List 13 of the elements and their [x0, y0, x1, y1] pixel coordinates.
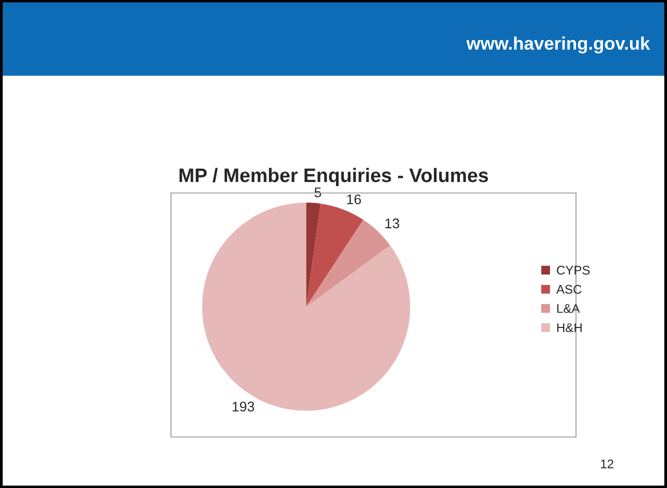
legend-label: H&H: [557, 323, 582, 332]
text: www.havering.gov.uk: [466, 36, 650, 54]
legend-label: L&A: [557, 304, 580, 313]
data-label: 193: [232, 402, 254, 412]
data-label: 16: [347, 194, 361, 204]
legend-label: CYPS: [556, 266, 590, 275]
legend-label: ASC: [556, 284, 582, 294]
text: 12: [601, 460, 614, 468]
pie-slice: [306, 204, 364, 307]
pie-slice: [306, 202, 321, 307]
pie-slice: [202, 202, 410, 411]
chart-title: MP / Member Enquiries - Volumes: [180, 168, 488, 186]
data-label: 13: [385, 218, 400, 228]
